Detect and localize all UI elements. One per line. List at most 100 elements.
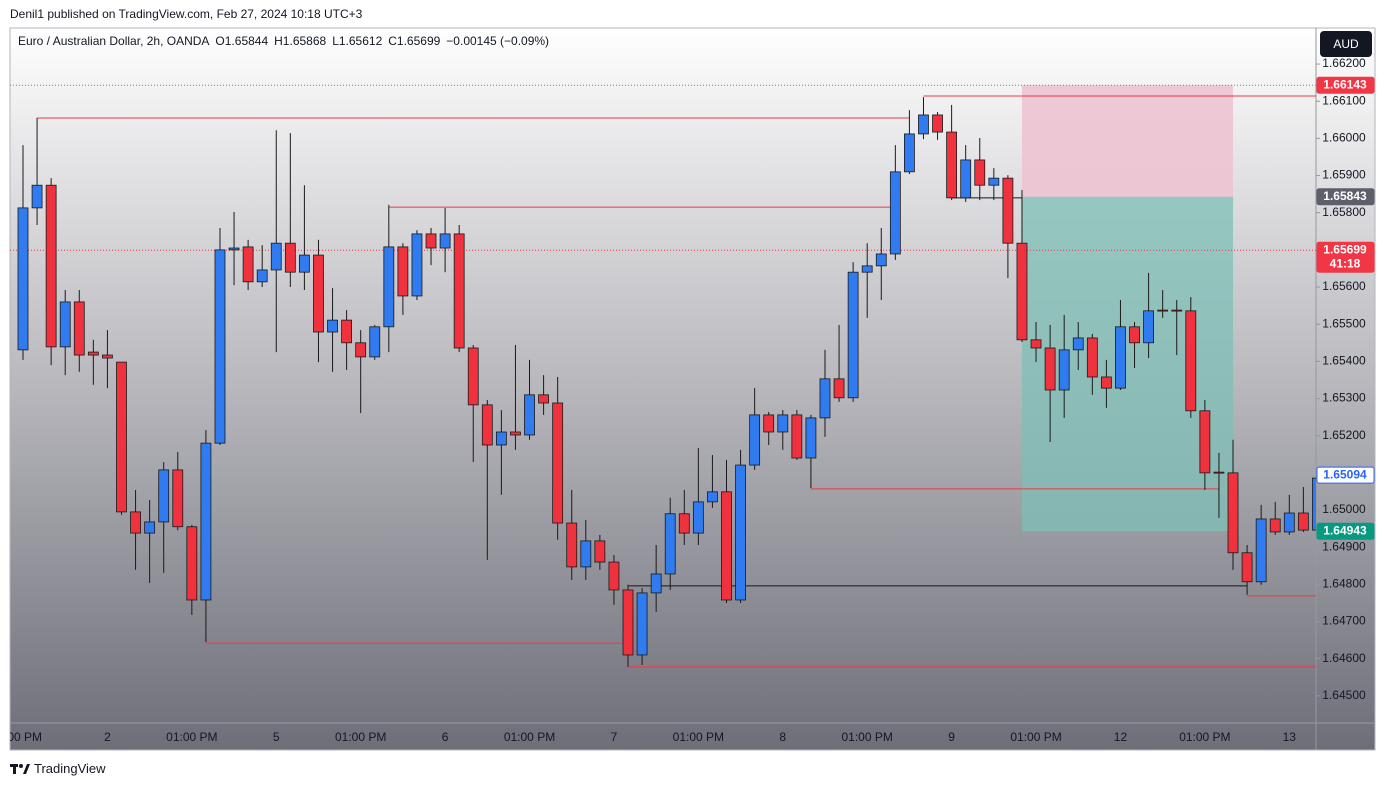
candle-body	[524, 394, 535, 436]
price-label: 1.65094	[1323, 467, 1367, 481]
x-tick-label: 8	[779, 730, 786, 744]
candle-body	[1241, 552, 1253, 583]
candle-body	[17, 207, 29, 351]
candle-body	[791, 414, 803, 459]
candle-body	[805, 417, 817, 459]
y-tick-label: 1.65000	[1322, 502, 1366, 516]
x-tick-label: 12	[1114, 730, 1128, 744]
candle-body	[1269, 518, 1281, 533]
x-tick-label: 01:00 PM	[1179, 730, 1230, 744]
candle-body	[45, 184, 57, 348]
candle-body	[608, 561, 620, 591]
candle-body	[1255, 518, 1267, 583]
x-tick-label: 2	[104, 730, 111, 744]
brand-logo	[10, 763, 30, 774]
candle-body	[974, 159, 986, 186]
y-tick-label: 1.66000	[1322, 131, 1366, 145]
candle-body	[369, 326, 381, 358]
candle-body	[1157, 309, 1169, 312]
candle-body	[355, 342, 367, 358]
candle-body	[819, 378, 831, 419]
candle-body	[1129, 326, 1140, 344]
plot-area	[10, 84, 1316, 668]
candle-body	[777, 414, 789, 433]
x-tick-label: :00 PM	[4, 730, 42, 744]
candle-body	[1283, 512, 1295, 533]
candle-body	[313, 254, 324, 333]
candle-body	[158, 469, 170, 523]
candle-body	[130, 511, 141, 534]
candle-body	[721, 491, 732, 601]
candle-body	[552, 402, 564, 524]
x-tick-label: 01:00 PM	[504, 730, 555, 744]
x-tick-label: 5	[273, 730, 280, 744]
candle-body	[256, 269, 268, 283]
y-tick-label: 1.64500	[1322, 688, 1366, 702]
price-label-bg	[1316, 466, 1375, 484]
candle-body	[1086, 337, 1098, 378]
candle-body	[1044, 347, 1056, 391]
y-tick-label: 1.65900	[1322, 168, 1366, 182]
candle-body	[889, 171, 901, 255]
candle-body	[1199, 410, 1211, 474]
candle-body	[144, 521, 156, 534]
candle-body	[707, 491, 718, 503]
candle-body	[735, 464, 746, 601]
position-target-zone	[1021, 196, 1234, 532]
y-tick-label: 1.65200	[1322, 428, 1366, 442]
candle-body	[87, 351, 99, 356]
candle-body	[678, 513, 690, 534]
y-tick-label: 1.66100	[1322, 93, 1366, 107]
footer-brand: TradingView	[10, 761, 106, 776]
brand-name: TradingView	[34, 761, 106, 776]
candle-body	[1100, 376, 1112, 389]
x-tick-label: 7	[611, 730, 618, 744]
change: −0.00145 (−0.09%)	[446, 34, 550, 48]
candle-body	[650, 573, 662, 594]
price-label: 1.65699	[1323, 242, 1367, 256]
x-tick-label: 01:00 PM	[673, 730, 724, 744]
candle-body	[228, 247, 240, 251]
countdown-label: 41:18	[1330, 256, 1361, 270]
candle-body	[1072, 337, 1084, 351]
y-tick-label: 1.64900	[1322, 539, 1366, 553]
position-stop-zone	[1021, 85, 1234, 197]
candle-body	[284, 242, 296, 273]
candle-body	[242, 246, 254, 283]
candle-body	[749, 414, 761, 466]
x-tick-label: 9	[948, 730, 955, 744]
ohlc-high: H1.65868	[274, 34, 327, 48]
candle-body	[439, 233, 451, 249]
y-tick-label: 1.66200	[1322, 56, 1366, 70]
y-tick-label: 1.65500	[1322, 316, 1366, 330]
candle-body	[453, 233, 465, 349]
candle-body	[566, 522, 578, 568]
candle-body	[31, 184, 43, 209]
price-label-bg	[1316, 76, 1375, 94]
symbol-title: Euro / Australian Dollar, 2h, OANDA	[18, 34, 210, 48]
price-label-bg	[1316, 522, 1375, 540]
candle-body	[73, 301, 85, 356]
candle-body	[467, 347, 479, 406]
candle-body	[918, 114, 929, 135]
y-tick-label: 1.64700	[1322, 614, 1366, 628]
candle-body	[116, 361, 127, 513]
candle-body	[847, 271, 859, 399]
ohlc-open: O1.65844	[215, 34, 269, 48]
y-tick-label: 1.64800	[1322, 577, 1366, 591]
candle-body	[481, 404, 493, 446]
candle-body	[383, 246, 395, 328]
candle-body	[495, 431, 507, 446]
candle-body	[186, 526, 198, 601]
price-label-bg	[1316, 241, 1375, 273]
candle-body	[904, 133, 915, 173]
candle-body	[425, 233, 437, 249]
candle-body	[932, 114, 943, 133]
price-label-bg	[1316, 188, 1375, 206]
currency-button[interactable]: AUD	[1320, 31, 1372, 57]
y-tick-label: 1.64600	[1322, 651, 1366, 665]
x-tick-label: 13	[1283, 730, 1297, 744]
symbol-legend: Euro / Australian Dollar, 2h, OANDA O1.6…	[18, 34, 549, 48]
